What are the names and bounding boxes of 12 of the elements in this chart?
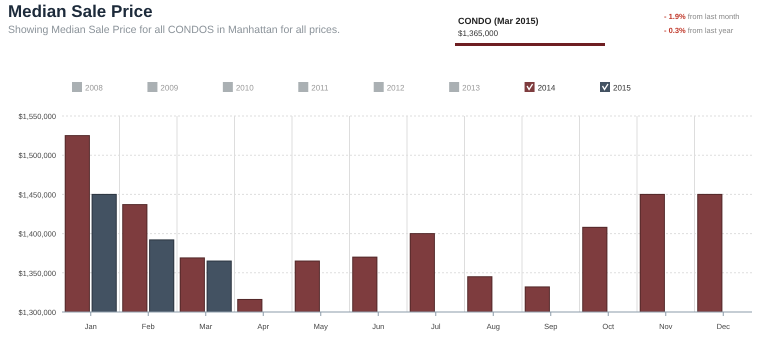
- legend-label: 2008: [85, 84, 104, 92]
- legend-label: 2013: [462, 84, 480, 92]
- text: $1,365,000: [458, 29, 499, 38]
- chart-title: Median Sale Price: [8, 2, 153, 21]
- text: CONDO (Mar 2015): [458, 16, 539, 26]
- legend-label: 2015: [613, 84, 632, 92]
- legend-label: 2009: [160, 84, 179, 92]
- legend-label: 2014: [538, 84, 556, 92]
- legend-label: 2011: [311, 84, 330, 92]
- legend-label: 2010: [236, 84, 254, 92]
- legend-label: 2012: [386, 84, 406, 92]
- chart-subtitle: Showing Median Sale Price for all CONDOS in Manhattan for all prices.: [8, 24, 340, 36]
